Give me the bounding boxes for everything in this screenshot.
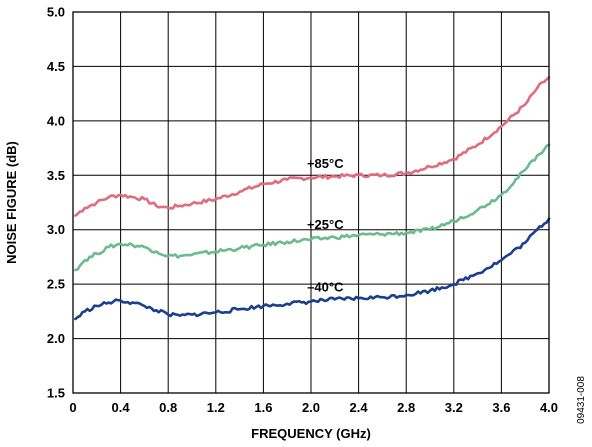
series-label: –40°C bbox=[307, 279, 344, 294]
y-axis-title: NOISE FIGURE (dB) bbox=[4, 141, 19, 264]
x-tick-label: 0.8 bbox=[159, 400, 177, 415]
y-tick-label: 2.5 bbox=[47, 277, 65, 292]
x-axis-title: FREQUENCY (GHz) bbox=[251, 426, 371, 441]
x-tick-label: 1.2 bbox=[207, 400, 225, 415]
y-tick-label: 4.5 bbox=[47, 59, 65, 74]
x-tick-label: 3.2 bbox=[445, 400, 463, 415]
x-tick-label: 1.6 bbox=[254, 400, 272, 415]
series-line-1 bbox=[74, 143, 551, 272]
y-tick-label: 1.5 bbox=[47, 386, 65, 401]
x-tick-labels: 0 0.4 0.8 1.2 1.6 2.0 2.4 2.8 3.2 3.6 4.0 bbox=[69, 400, 558, 415]
x-tick-label: 2.8 bbox=[397, 400, 415, 415]
x-tick-label: 0.4 bbox=[112, 400, 131, 415]
grid bbox=[72, 11, 550, 394]
y-tick-label: 4.0 bbox=[47, 113, 65, 128]
x-tick-label: 0 bbox=[69, 400, 76, 415]
x-tick-label: 2.4 bbox=[350, 400, 369, 415]
x-tick-label: 4.0 bbox=[540, 400, 558, 415]
series-label: +85°C bbox=[307, 156, 344, 171]
series-label: +25°C bbox=[307, 217, 344, 232]
y-tick-label: 2.0 bbox=[47, 331, 65, 346]
y-tick-labels: 1.5 2.0 2.5 3.0 3.5 4.0 4.5 5.0 bbox=[47, 5, 65, 401]
figure-id: 09431-008 bbox=[576, 376, 587, 424]
series-labels: +85°C +25°C –40°C bbox=[307, 156, 344, 294]
x-tick-label: 2.0 bbox=[302, 400, 320, 415]
y-tick-label: 3.0 bbox=[47, 222, 65, 237]
series-line-0 bbox=[74, 76, 551, 217]
x-tick-label: 3.6 bbox=[492, 400, 510, 415]
y-tick-label: 5.0 bbox=[47, 5, 65, 20]
series-lines bbox=[74, 76, 551, 321]
y-tick-label: 3.5 bbox=[47, 168, 65, 183]
series-line-2 bbox=[74, 217, 551, 321]
plot-frame bbox=[72, 11, 550, 394]
